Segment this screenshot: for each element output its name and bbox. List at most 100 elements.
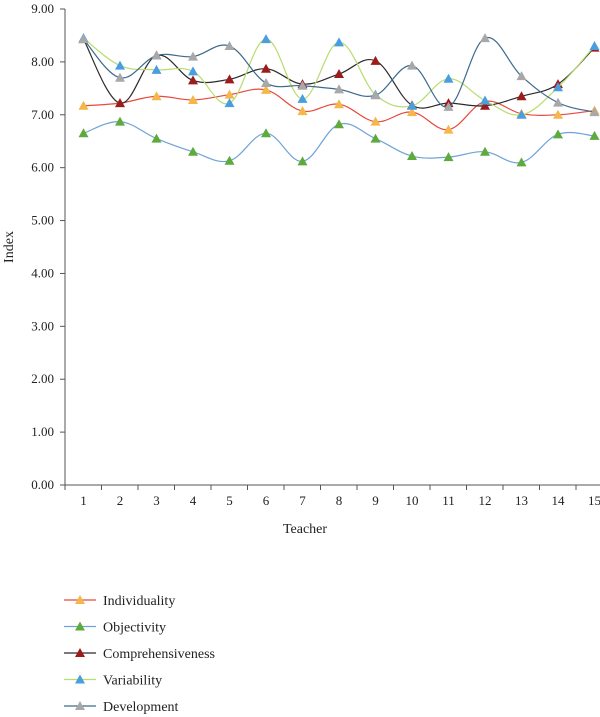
y-tick-label: 1.00 xyxy=(31,424,54,439)
data-point-marker xyxy=(334,84,344,94)
data-point-marker xyxy=(297,80,308,90)
legend-label: Objectivity xyxy=(103,621,166,636)
series-line xyxy=(83,36,595,113)
x-tick-label: 8 xyxy=(336,493,343,508)
x-tick-label: 12 xyxy=(479,493,492,508)
y-ticks: 0.00 1.00 2.00 3.00 4.00 5.00 6.00 7.00 8.00 9.00 xyxy=(31,1,65,492)
y-tick-label: 7.00 xyxy=(31,107,54,122)
x-tick-label: 7 xyxy=(299,493,306,508)
y-tick-label: 3.00 xyxy=(31,318,54,333)
x-tick-label: 13 xyxy=(515,493,528,508)
data-point-marker xyxy=(224,41,235,51)
data-point-marker xyxy=(589,130,600,140)
data-point-marker xyxy=(443,124,454,134)
y-tick-label: 9.00 xyxy=(31,1,54,16)
data-point-marker xyxy=(407,151,417,161)
data-point-marker xyxy=(188,75,198,85)
data-point-marker xyxy=(115,116,125,126)
legend-item: Comprehensiveness xyxy=(64,647,215,662)
x-tick-label: 10 xyxy=(406,493,419,508)
data-point-marker xyxy=(370,90,381,100)
legend-marker xyxy=(75,595,85,604)
data-point-marker xyxy=(553,109,563,119)
x-ticks: 1 2 3 4 5 6 7 8 9 10 11 12 13 14 15 xyxy=(64,485,600,508)
data-point-marker xyxy=(115,60,125,70)
series-objectivity xyxy=(78,116,600,167)
legend-item: Objectivity xyxy=(64,621,166,636)
x-axis-title: Teacher xyxy=(283,522,327,537)
data-point-marker xyxy=(224,74,235,84)
data-point-marker xyxy=(443,101,454,111)
data-point-marker xyxy=(553,82,563,92)
data-point-marker xyxy=(553,97,563,107)
data-point-marker xyxy=(115,72,125,82)
x-tick-label: 11 xyxy=(442,493,455,508)
data-point-marker xyxy=(151,91,162,101)
data-point-marker xyxy=(151,50,162,60)
data-point-marker xyxy=(516,71,527,81)
data-point-marker xyxy=(589,41,600,51)
legend-marker xyxy=(75,621,85,631)
data-point-marker xyxy=(261,63,271,73)
y-tick-label: 8.00 xyxy=(31,54,54,69)
y-tick-label: 2.00 xyxy=(31,371,54,386)
data-point-marker xyxy=(261,34,271,44)
data-point-marker xyxy=(151,133,162,143)
data-point-marker xyxy=(407,100,417,110)
x-tick-label: 1 xyxy=(80,493,87,508)
data-point-marker xyxy=(516,109,527,119)
legend-label: Development xyxy=(103,700,179,715)
data-point-marker xyxy=(224,98,235,108)
data-point-marker xyxy=(407,107,417,117)
legend-item: Individuality xyxy=(64,594,175,609)
data-point-marker xyxy=(224,155,235,165)
x-tick-label: 9 xyxy=(372,493,379,508)
data-point-marker xyxy=(480,95,490,105)
data-point-marker xyxy=(297,106,308,116)
data-point-marker xyxy=(589,107,600,117)
x-tick-label: 4 xyxy=(190,493,197,508)
y-tick-label: 4.00 xyxy=(31,265,54,280)
data-point-marker xyxy=(370,133,381,143)
axes xyxy=(64,9,600,486)
data-point-marker xyxy=(297,93,308,103)
legend-marker xyxy=(75,674,85,684)
legend-item: Development xyxy=(64,700,179,715)
data-point-marker xyxy=(516,91,527,101)
legend: Individuality Objectivity Comprehensivenes… xyxy=(64,594,215,715)
legend-item: Variability xyxy=(64,674,162,689)
legend-label: Comprehensiveness xyxy=(103,647,215,662)
data-point-marker xyxy=(334,69,344,79)
data-point-marker xyxy=(443,73,454,83)
data-point-marker xyxy=(188,66,198,76)
x-tick-label: 2 xyxy=(117,493,124,508)
y-tick-label: 6.00 xyxy=(31,160,54,175)
data-point-marker xyxy=(261,78,271,88)
x-tick-label: 5 xyxy=(226,493,233,508)
data-point-marker xyxy=(480,146,490,156)
series-layer xyxy=(78,33,600,167)
x-tick-label: 3 xyxy=(153,493,160,508)
data-point-marker xyxy=(334,119,344,129)
y-axis-title: Index xyxy=(2,231,17,263)
data-point-marker xyxy=(261,84,271,94)
data-point-marker xyxy=(334,37,344,47)
series-line xyxy=(83,37,595,116)
data-point-marker xyxy=(188,146,198,156)
y-tick-label: 5.00 xyxy=(31,213,54,228)
data-point-marker xyxy=(297,156,308,166)
data-point-marker xyxy=(115,98,125,108)
series-development xyxy=(78,33,600,117)
data-point-marker xyxy=(370,55,381,65)
data-point-marker xyxy=(480,33,490,43)
x-tick-label: 6 xyxy=(263,493,270,508)
legend-marker xyxy=(75,648,85,657)
legend-label: Variability xyxy=(103,674,162,689)
y-tick-label: 0.00 xyxy=(31,477,54,492)
x-tick-label: 15 xyxy=(588,493,600,508)
data-point-marker xyxy=(188,94,198,104)
data-point-marker xyxy=(151,64,162,74)
legend-marker xyxy=(75,701,85,710)
data-point-marker xyxy=(224,89,235,99)
